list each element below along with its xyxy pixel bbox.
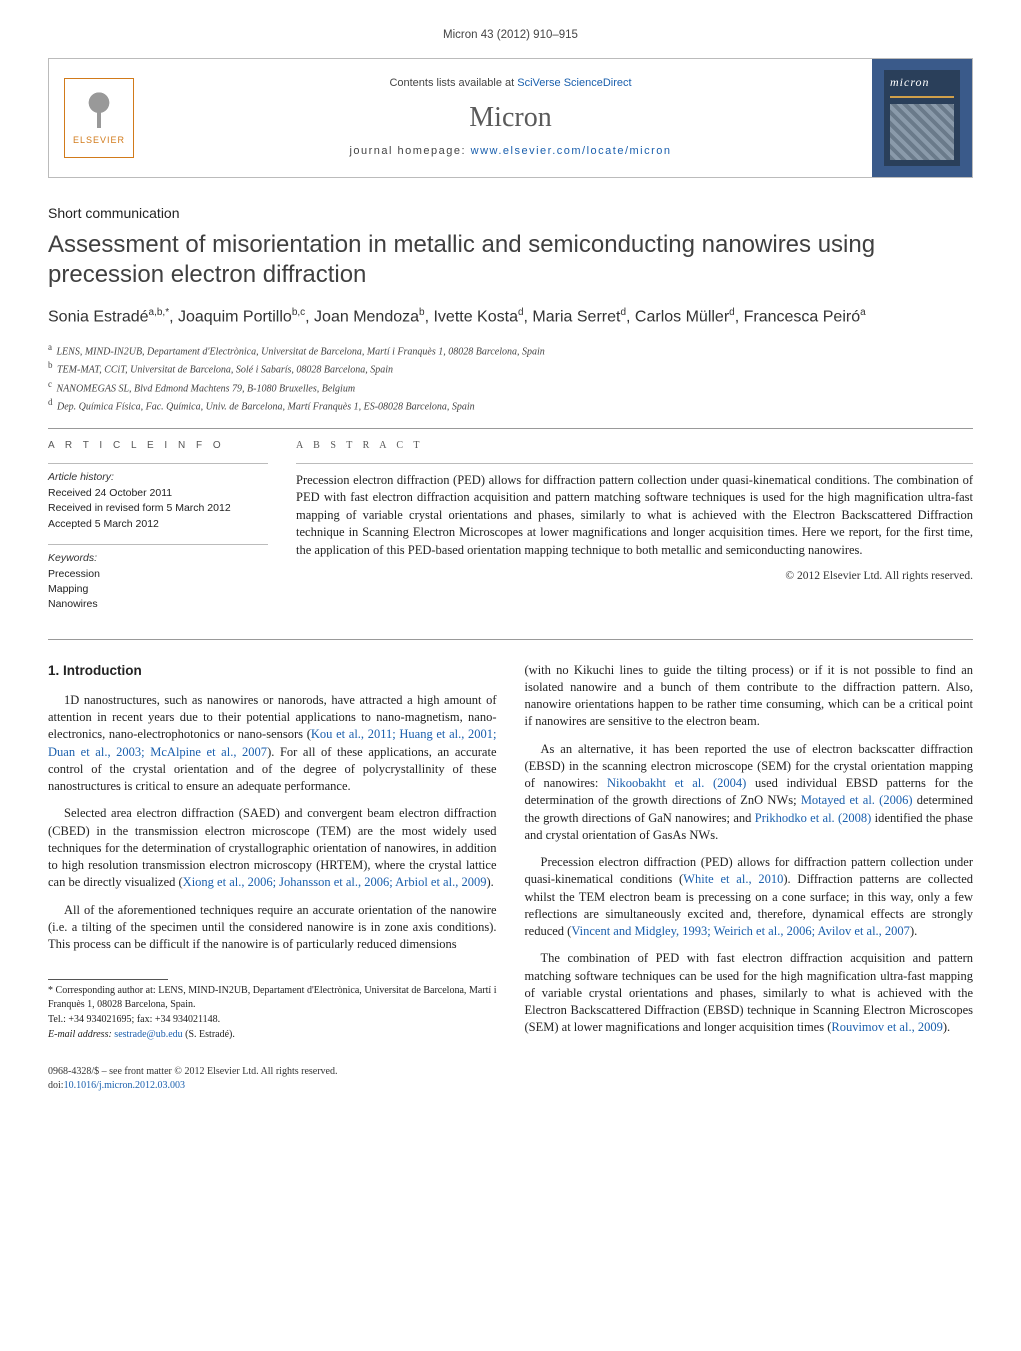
elsevier-tree-icon	[79, 88, 119, 130]
citation-link[interactable]: Xiong et al., 2006; Johansson et al., 20…	[183, 875, 487, 889]
journal-cover-bar	[890, 96, 954, 98]
footnote-line: * Corresponding author at: LENS, MIND-IN…	[48, 984, 497, 1012]
email-link[interactable]: sestrade@ub.edu	[114, 1029, 182, 1040]
history-line: Received in revised form 5 March 2012	[48, 501, 268, 516]
footnote-line: Tel.: +34 934021695; fax: +34 934021148.	[48, 1013, 497, 1027]
article-info-column: a r t i c l e i n f o Article history: R…	[48, 439, 268, 624]
divider	[48, 463, 268, 464]
journal-cover-block: micron	[872, 59, 972, 177]
journal-cover-title: micron	[884, 70, 960, 94]
article-history: Article history: Received 24 October 201…	[48, 470, 268, 532]
body-paragraph: Selected area electron diffraction (SAED…	[48, 805, 497, 891]
contents-available: Contents lists available at SciVerse Sci…	[389, 76, 631, 91]
citation-link[interactable]: White et al., 2010	[683, 872, 783, 886]
footnote-line: E-mail address: sestrade@ub.edu (S. Estr…	[48, 1028, 497, 1042]
homepage-link[interactable]: www.elsevier.com/locate/micron	[471, 145, 672, 157]
divider	[48, 428, 973, 429]
homepage-prefix: journal homepage:	[349, 145, 470, 157]
affiliation-line: d Dep. Química Física, Fac. Química, Uni…	[48, 396, 973, 414]
affiliation-line: a LENS, MIND-IN2UB, Departament d'Electr…	[48, 341, 973, 359]
doi-prefix: doi:	[48, 1080, 64, 1091]
contents-prefix: Contents lists available at	[389, 77, 517, 89]
citation-link[interactable]: Vincent and Midgley, 1993; Weirich et al…	[571, 924, 910, 938]
abstract-column: a b s t r a c t Precession electron diff…	[296, 439, 973, 624]
keywords-label: Keywords:	[48, 551, 268, 566]
abstract-copyright: © 2012 Elsevier Ltd. All rights reserved…	[296, 569, 973, 585]
footnote-rule	[48, 979, 168, 980]
elsevier-logo: ELSEVIER	[64, 78, 134, 158]
banner-center: Contents lists available at SciVerse Sci…	[149, 59, 872, 177]
corresponding-author-footnote: * Corresponding author at: LENS, MIND-IN…	[48, 984, 497, 1041]
email-suffix: (S. Estradé).	[183, 1029, 235, 1040]
keywords-block: Keywords: Precession Mapping Nanowires	[48, 551, 268, 613]
journal-banner: ELSEVIER Contents lists available at Sci…	[48, 58, 973, 178]
divider	[48, 639, 973, 640]
keyword: Precession	[48, 567, 268, 582]
history-label: Article history:	[48, 470, 268, 485]
doi-link[interactable]: 10.1016/j.micron.2012.03.003	[64, 1080, 185, 1091]
article-type: Short communication	[48, 204, 973, 223]
affiliations: a LENS, MIND-IN2UB, Departament d'Electr…	[48, 341, 973, 414]
elsevier-logo-text: ELSEVIER	[73, 134, 125, 146]
citation-link[interactable]: Rouvimov et al., 2009	[831, 1020, 942, 1034]
body-text: ).	[910, 924, 917, 938]
article-info-label: a r t i c l e i n f o	[48, 439, 268, 453]
body-columns: 1. Introduction 1D nanostructures, such …	[48, 662, 973, 1045]
journal-homepage: journal homepage: www.elsevier.com/locat…	[349, 144, 671, 159]
affiliation-line: c NANOMEGAS SL, Blvd Edmond Machtens 79,…	[48, 378, 973, 396]
publisher-logo-block: ELSEVIER	[49, 59, 149, 177]
citation-link[interactable]: Nikoobakht et al. (2004)	[607, 776, 746, 790]
body-paragraph: 1D nanostructures, such as nanowires or …	[48, 692, 497, 796]
affiliation-line: b TEM-MAT, CCiT, Universitat de Barcelon…	[48, 359, 973, 377]
footer-doi: doi:10.1016/j.micron.2012.03.003	[48, 1079, 973, 1093]
body-paragraph: (with no Kikuchi lines to guide the tilt…	[525, 662, 974, 731]
keyword: Nanowires	[48, 597, 268, 612]
email-label: E-mail address:	[48, 1029, 114, 1040]
body-paragraph: Precession electron diffraction (PED) al…	[525, 854, 974, 940]
citation-link[interactable]: Prikhodko et al. (2008)	[755, 811, 872, 825]
footer-copyright: 0968-4328/$ – see front matter © 2012 El…	[48, 1065, 973, 1079]
header-citation: Micron 43 (2012) 910–915	[48, 28, 973, 44]
divider	[48, 544, 268, 545]
body-paragraph: All of the aforementioned techniques req…	[48, 902, 497, 954]
history-line: Received 24 October 2011	[48, 486, 268, 501]
history-line: Accepted 5 March 2012	[48, 517, 268, 532]
body-paragraph: As an alternative, it has been reported …	[525, 741, 974, 845]
info-abstract-row: a r t i c l e i n f o Article history: R…	[48, 439, 973, 624]
abstract-text: Precession electron diffraction (PED) al…	[296, 472, 973, 560]
section-heading: 1. Introduction	[48, 662, 497, 680]
page-footer: 0968-4328/$ – see front matter © 2012 El…	[48, 1065, 973, 1093]
abstract-label: a b s t r a c t	[296, 439, 973, 453]
divider	[296, 463, 973, 464]
journal-name: Micron	[469, 99, 551, 137]
article-title: Assessment of misorientation in metallic…	[48, 230, 973, 290]
body-text: ).	[486, 875, 493, 889]
authors: Sonia Estradéa,b,*, Joaquim Portillob,c,…	[48, 306, 973, 329]
body-paragraph: The combination of PED with fast electro…	[525, 950, 974, 1036]
body-text: ).	[943, 1020, 950, 1034]
journal-cover: micron	[884, 70, 960, 166]
citation-link[interactable]: Motayed et al. (2006)	[801, 793, 913, 807]
journal-cover-image	[890, 104, 954, 160]
keyword: Mapping	[48, 582, 268, 597]
sciencedirect-link[interactable]: SciVerse ScienceDirect	[517, 77, 631, 89]
